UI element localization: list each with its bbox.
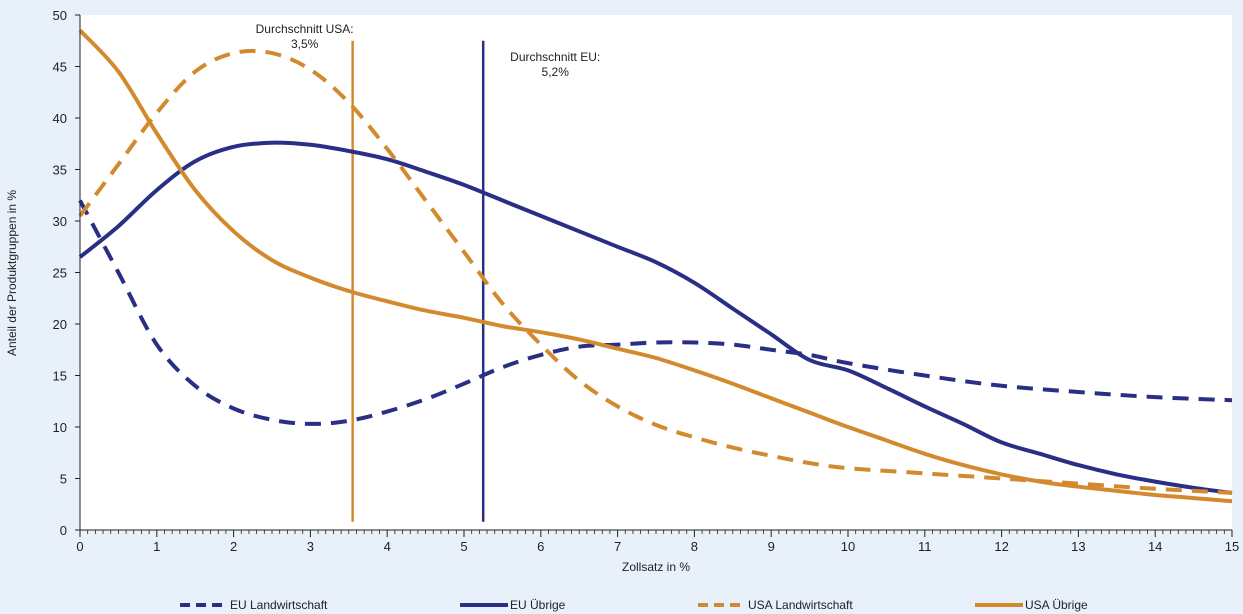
plot-area	[80, 15, 1232, 530]
x-tick-label: 10	[841, 539, 855, 554]
legend-label: EU Übrige	[510, 598, 566, 612]
legend-label: USA Übrige	[1025, 598, 1088, 612]
annotation-value: 3,5%	[291, 37, 319, 51]
y-tick-label: 5	[60, 472, 67, 487]
x-tick-label: 7	[614, 539, 621, 554]
series-line	[78, 140, 1233, 495]
x-tick-label: 1	[153, 539, 160, 554]
x-tick-label: 13	[1071, 539, 1085, 554]
annotations-layer: Durchschnitt USA:3,5% Durchschnitt EU:5,2…	[256, 22, 601, 79]
y-tick-label: 15	[53, 369, 67, 384]
x-tick-label: 11	[918, 539, 932, 554]
x-tick-label: 0	[76, 539, 83, 554]
legend-label: USA Landwirtschaft	[748, 598, 853, 612]
x-tick-label: 15	[1225, 539, 1239, 554]
series-line	[78, 29, 1233, 504]
x-tick-label: 5	[460, 539, 467, 554]
y-tick-label: 35	[53, 163, 67, 178]
legend: EU Landwirtschaft EU Übrige USA Landwirtsc…	[180, 598, 1088, 612]
y-axis-title: Anteil der Produktgruppen in %	[5, 190, 19, 356]
x-tick-label: 3	[307, 539, 314, 554]
y-tick-label: 0	[60, 523, 67, 538]
y-tick-label: 50	[53, 8, 67, 23]
series-line	[78, 199, 1233, 426]
y-tick-label: 40	[53, 111, 67, 126]
y-tick-label: 20	[53, 317, 67, 332]
x-tick-label: 12	[994, 539, 1008, 554]
x-axis-title: Zollsatz in %	[622, 560, 690, 574]
annotation-value: 5,2%	[542, 65, 570, 79]
x-tick-label: 6	[537, 539, 544, 554]
x-tick-label: 4	[384, 539, 391, 554]
annotation-label: Durchschnitt EU:	[510, 50, 600, 64]
x-tick-label: 2	[230, 539, 237, 554]
y-tick-label: 30	[53, 214, 67, 229]
x-tick-label: 8	[691, 539, 698, 554]
y-tick-label: 10	[53, 420, 67, 435]
legend-label: EU Landwirtschaft	[230, 598, 328, 612]
x-tick-label: 9	[768, 539, 775, 554]
y-tick-label: 45	[53, 60, 67, 75]
y-tick-label: 25	[53, 266, 67, 281]
series-layer	[78, 29, 1233, 504]
annotation-label: Durchschnitt USA:	[256, 22, 354, 36]
x-tick-label: 14	[1148, 539, 1162, 554]
